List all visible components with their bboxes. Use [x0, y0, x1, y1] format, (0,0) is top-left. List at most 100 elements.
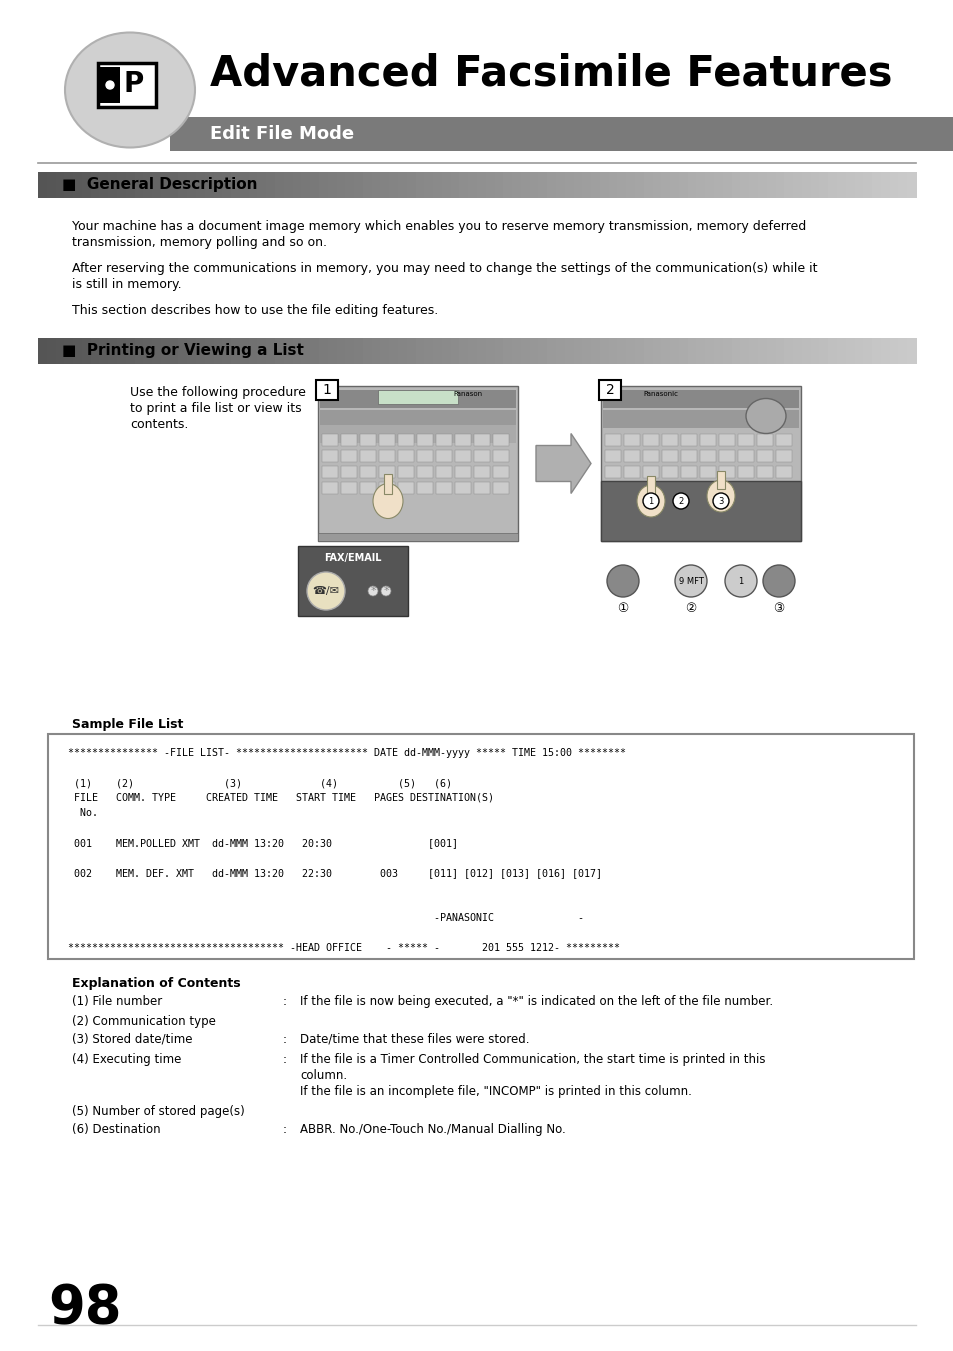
Bar — [310, 338, 319, 363]
Text: Sample File List: Sample File List — [71, 717, 183, 731]
Bar — [602, 409, 799, 428]
Bar — [713, 172, 723, 199]
Bar — [424, 338, 434, 363]
Bar — [152, 338, 162, 363]
Bar — [669, 338, 679, 363]
Bar — [646, 476, 655, 494]
Bar — [99, 172, 110, 199]
Bar — [317, 386, 517, 540]
Bar — [249, 172, 258, 199]
Bar — [738, 466, 753, 478]
Bar — [468, 338, 477, 363]
Bar — [397, 434, 414, 446]
Bar — [623, 466, 639, 478]
Bar — [416, 434, 433, 446]
Bar — [377, 390, 457, 404]
Bar — [378, 482, 395, 494]
Bar — [503, 338, 513, 363]
Bar — [161, 338, 171, 363]
Text: 002    MEM. DEF. XMT   dd-MMM 13:20   22:30        003     [011] [012] [013] [01: 002 MEM. DEF. XMT dd-MMM 13:20 22:30 003… — [56, 867, 601, 878]
Bar — [537, 172, 548, 199]
Bar — [608, 172, 618, 199]
Text: 98: 98 — [48, 1282, 121, 1333]
Circle shape — [106, 81, 113, 89]
Bar — [810, 172, 820, 199]
Bar — [424, 172, 434, 199]
Bar — [775, 450, 791, 462]
Bar — [297, 546, 408, 616]
Bar — [345, 172, 355, 199]
Bar — [652, 338, 661, 363]
Text: FAX/EMAIL: FAX/EMAIL — [324, 553, 381, 563]
Bar — [266, 338, 275, 363]
Bar — [293, 338, 302, 363]
Bar — [731, 338, 740, 363]
Bar — [397, 450, 414, 462]
Bar — [47, 338, 56, 363]
Bar — [623, 450, 639, 462]
Text: (1) File number: (1) File number — [71, 994, 162, 1008]
Bar — [493, 466, 509, 478]
Bar — [599, 338, 609, 363]
Bar — [161, 172, 171, 199]
Bar — [520, 338, 530, 363]
Bar — [249, 338, 258, 363]
Text: No.: No. — [56, 808, 98, 817]
Bar — [862, 338, 872, 363]
Bar — [378, 450, 395, 462]
Bar — [134, 172, 144, 199]
Text: :: : — [283, 1123, 287, 1136]
Text: Date/time that these files were stored.: Date/time that these files were stored. — [299, 1034, 529, 1046]
Bar — [906, 172, 916, 199]
Bar — [319, 390, 516, 408]
Bar — [126, 338, 135, 363]
Text: :: : — [283, 1052, 287, 1066]
Bar — [493, 434, 509, 446]
Bar — [397, 466, 414, 478]
Bar — [766, 338, 776, 363]
Bar — [195, 172, 206, 199]
Bar — [661, 466, 678, 478]
Bar — [494, 338, 504, 363]
Bar — [416, 450, 433, 462]
Bar — [600, 386, 801, 540]
Bar — [459, 338, 469, 363]
Bar — [643, 338, 653, 363]
Bar — [152, 172, 162, 199]
Bar — [758, 338, 767, 363]
Bar — [713, 338, 723, 363]
Bar — [625, 172, 636, 199]
Circle shape — [675, 565, 706, 597]
Bar — [748, 172, 759, 199]
Bar — [359, 450, 375, 462]
Bar — [345, 338, 355, 363]
Bar — [740, 338, 749, 363]
Bar — [359, 434, 375, 446]
Bar — [906, 338, 916, 363]
Bar — [680, 482, 697, 494]
Bar — [476, 338, 486, 363]
Bar — [599, 172, 609, 199]
Bar — [687, 338, 697, 363]
Bar — [231, 172, 241, 199]
Text: *************** -FILE LIST- ********************** DATE dd-MMM-yyyy ***** TIME 1: *************** -FILE LIST- ************… — [56, 748, 625, 758]
Bar — [64, 172, 74, 199]
Bar — [476, 172, 486, 199]
Bar — [748, 338, 759, 363]
Bar — [384, 474, 392, 494]
Bar — [775, 466, 791, 478]
Bar — [468, 172, 477, 199]
Bar — [38, 172, 48, 199]
Text: If the file is a Timer Controlled Communication, the start time is printed in th: If the file is a Timer Controlled Commun… — [299, 1052, 764, 1066]
Bar — [38, 338, 48, 363]
Bar — [845, 172, 855, 199]
Bar — [359, 482, 375, 494]
Text: (4) Executing time: (4) Executing time — [71, 1052, 181, 1066]
Bar — [301, 338, 311, 363]
Bar — [700, 450, 716, 462]
Text: ABBR. No./One-Touch No./Manual Dialling No.: ABBR. No./One-Touch No./Manual Dialling … — [299, 1123, 565, 1136]
Bar — [319, 426, 516, 443]
Ellipse shape — [637, 485, 664, 517]
Bar — [328, 172, 337, 199]
Bar — [680, 466, 697, 478]
